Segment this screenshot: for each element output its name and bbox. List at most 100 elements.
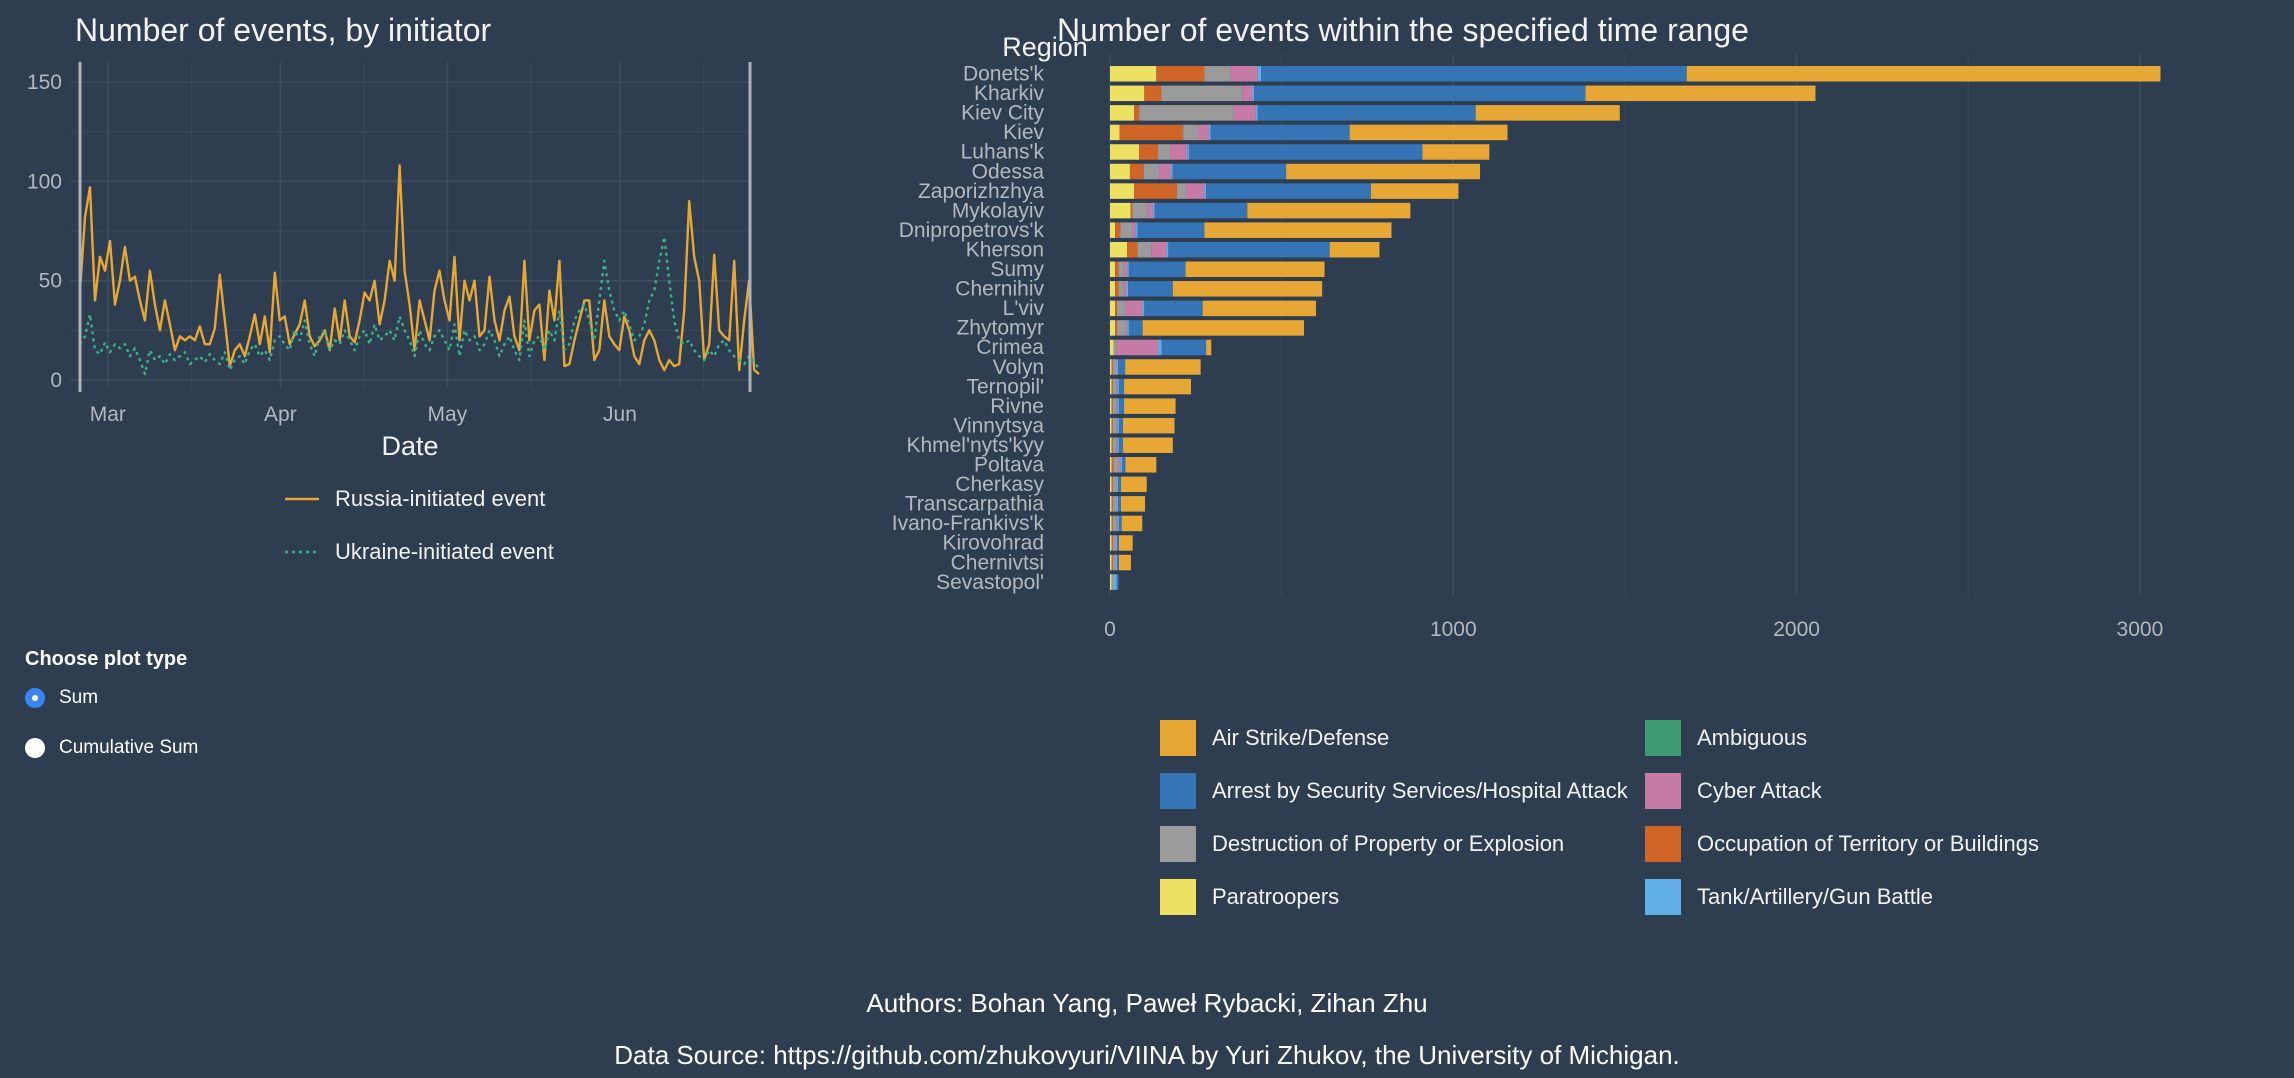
x-tick-label: Mar bbox=[90, 403, 126, 426]
bar-segment bbox=[1686, 66, 2161, 82]
bar-segment bbox=[1118, 417, 1124, 434]
bar-segment bbox=[1252, 85, 1255, 102]
bar-segment bbox=[1117, 417, 1119, 434]
region-label: Volyn bbox=[993, 356, 1044, 379]
bar-segment bbox=[1115, 496, 1117, 512]
bar-segment bbox=[1119, 124, 1184, 141]
bar-segment bbox=[1110, 300, 1116, 317]
bar-segment bbox=[1158, 144, 1171, 160]
bar-segment bbox=[1115, 476, 1117, 493]
bar-segment bbox=[1110, 574, 1112, 590]
bar-segment bbox=[1123, 281, 1127, 297]
bar-segment bbox=[1185, 183, 1205, 199]
region-label: Cherkasy bbox=[955, 473, 1044, 496]
bar-segment bbox=[1111, 554, 1113, 571]
region-label: Kiev City bbox=[961, 102, 1044, 125]
russia-series-line bbox=[78, 164, 760, 375]
bar-segment bbox=[1154, 202, 1248, 219]
bar-segment bbox=[1111, 417, 1113, 434]
region-label: Dnipropetrovs'k bbox=[899, 219, 1045, 242]
bar-legend-item: Occupation of Territory or Buildings bbox=[1645, 826, 2065, 862]
bar-segment bbox=[1185, 261, 1325, 278]
legend-label: Ambiguous bbox=[1697, 725, 1808, 750]
radio-option-sum[interactable]: Sum bbox=[25, 683, 198, 713]
bar-segment bbox=[1113, 457, 1119, 473]
legend-swatch bbox=[1645, 720, 1681, 756]
bar-segment bbox=[1110, 261, 1116, 278]
bar-segment bbox=[1118, 398, 1125, 414]
bar-segment bbox=[1187, 144, 1189, 160]
bar-segment bbox=[1156, 66, 1205, 82]
bar-segment bbox=[1123, 261, 1128, 278]
region-label: Rivne bbox=[990, 395, 1044, 418]
bar-segment bbox=[1118, 457, 1121, 473]
bar-segment bbox=[1112, 417, 1117, 434]
region-label: Zaporizhzhya bbox=[918, 180, 1044, 203]
bar-segment bbox=[1206, 339, 1212, 356]
authors-text: Authors: Bohan Yang, Paweł Rybacki, Ziha… bbox=[866, 988, 1428, 1018]
line-chart[interactable]: 0 50 100 150 Mar Apr May Jun Date bbox=[0, 50, 760, 470]
legend-swatch bbox=[1160, 720, 1196, 756]
bar-segment bbox=[1171, 163, 1173, 180]
radio-cumulative-label[interactable]: Cumulative Sum bbox=[59, 737, 199, 758]
bar-segment bbox=[1132, 222, 1136, 238]
bar-segment bbox=[1110, 476, 1112, 493]
bar-segment bbox=[1137, 241, 1152, 258]
radio-option-cumulative[interactable]: Cumulative Sum bbox=[25, 733, 198, 763]
bar-segment bbox=[1349, 124, 1508, 141]
bar-segment bbox=[1112, 476, 1116, 493]
legend-item-ukraine: Ukraine-initiated event bbox=[285, 539, 554, 565]
bar-segment bbox=[1111, 515, 1113, 532]
bar-segment bbox=[1128, 320, 1143, 336]
bar-segment bbox=[1110, 105, 1135, 121]
bar-segment bbox=[1172, 281, 1323, 297]
bar-segment bbox=[1208, 124, 1211, 141]
x-tick-label: 0 bbox=[1104, 618, 1116, 640]
radio-sum-icon[interactable] bbox=[25, 688, 45, 708]
bar-segment bbox=[1115, 554, 1118, 571]
radio-cumulative-icon[interactable] bbox=[25, 738, 45, 758]
bar-segment bbox=[1110, 515, 1112, 532]
bar-segment bbox=[1116, 339, 1159, 356]
region-label: Kirovohrad bbox=[942, 532, 1044, 555]
bar-segment bbox=[1118, 261, 1124, 278]
bar-segment bbox=[1110, 378, 1112, 395]
bar-segment bbox=[1124, 398, 1176, 414]
bar-segment bbox=[1116, 378, 1118, 395]
bar-legend-item: Tank/Artillery/Gun Battle bbox=[1645, 879, 2065, 915]
bar-segment bbox=[1110, 496, 1112, 512]
legend-label: Occupation of Territory or Buildings bbox=[1697, 831, 2039, 856]
radio-sum-label[interactable]: Sum bbox=[59, 687, 99, 708]
legend-label: Air Strike/Defense bbox=[1212, 725, 1390, 750]
bar-segment bbox=[1127, 320, 1129, 336]
bar-segment bbox=[1110, 554, 1112, 571]
y-axis-title: Region bbox=[1002, 32, 1088, 62]
legend-label: Paratroopers bbox=[1212, 884, 1340, 909]
region-label: Kharkiv bbox=[974, 82, 1045, 105]
x-tick-label: Jun bbox=[603, 403, 637, 426]
region-label: Mykolayiv bbox=[952, 199, 1045, 222]
bar-segment bbox=[1115, 281, 1119, 297]
bar-legend-item: Paratroopers bbox=[1160, 879, 1645, 915]
bar-segment bbox=[1210, 124, 1350, 141]
bar-segment bbox=[1126, 281, 1129, 297]
bar-segment bbox=[1114, 535, 1116, 551]
bar-segment bbox=[1116, 300, 1126, 317]
bar-segment bbox=[1247, 202, 1411, 219]
bar-segment bbox=[1142, 320, 1304, 336]
bar-segment bbox=[1110, 398, 1112, 414]
bar-segment bbox=[1116, 398, 1118, 414]
bar-segment bbox=[1117, 535, 1119, 551]
bar-segment bbox=[1110, 163, 1130, 180]
bar-segment bbox=[1128, 261, 1186, 278]
bar-legend-item: Destruction of Property or Explosion bbox=[1160, 826, 1645, 862]
bar-legend: Air Strike/Defense Ambiguous Arrest by Sec… bbox=[1160, 720, 2065, 915]
legend-label-russia: Russia-initiated event bbox=[335, 486, 546, 511]
bar-segment bbox=[1115, 320, 1117, 336]
bar-segment bbox=[1113, 574, 1117, 590]
bar-segment bbox=[1147, 202, 1153, 219]
x-tick-label: 1000 bbox=[1430, 618, 1477, 640]
bar-segment bbox=[1137, 222, 1205, 238]
plot-type-label: Choose plot type bbox=[25, 648, 188, 670]
